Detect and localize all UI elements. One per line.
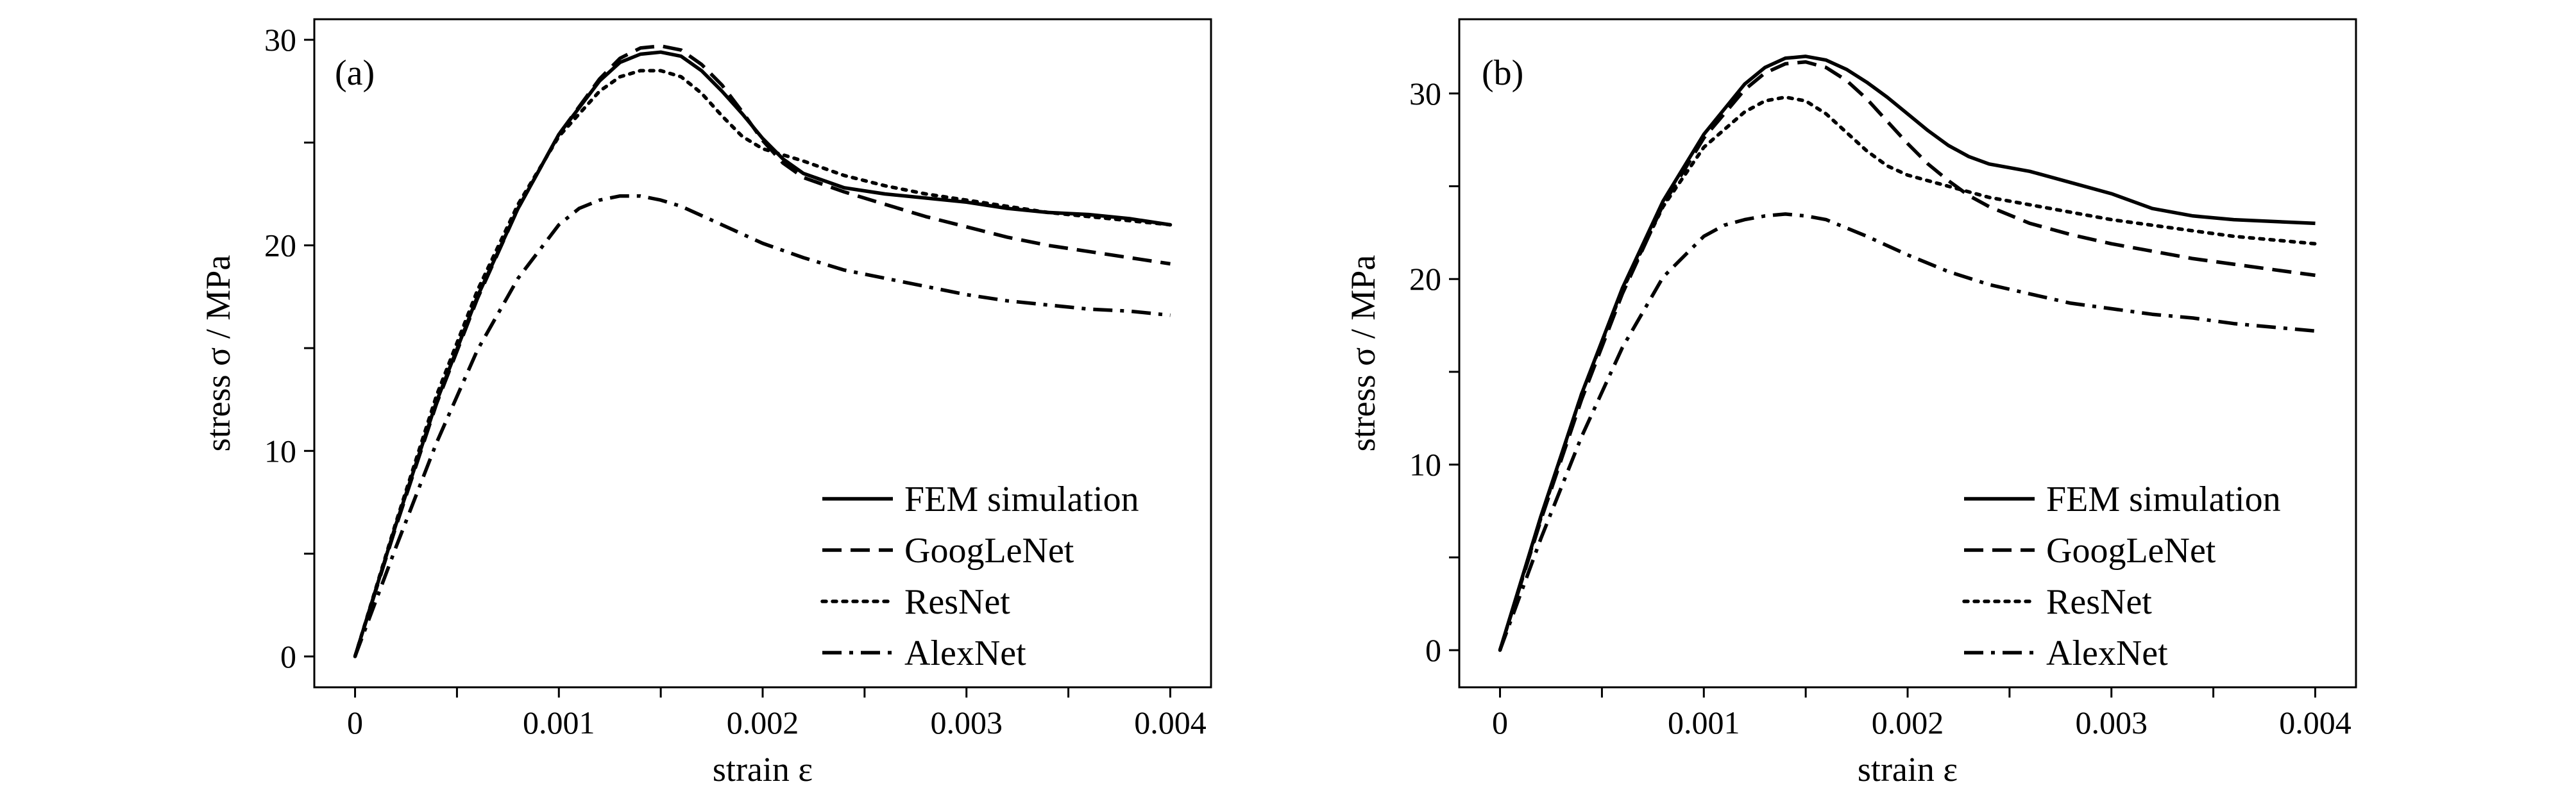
series-line-alexnet [1498,212,2316,651]
y-tick-label: 0 [1425,632,1441,668]
plot-frame [313,18,1212,689]
legend: FEM simulation GoogLeNet ResNet AlexNet [820,480,1139,673]
y-tick-label: 0 [280,639,296,674]
y-tick-label: 10 [1409,447,1441,483]
y-axis-label: stress σ / MPa [1344,255,1382,452]
y-tick-label: 30 [264,22,296,58]
legend-entry: FEM simulation [904,480,1139,519]
legend-entry: GoogLeNet [904,531,1074,571]
y-tick-label: 20 [1409,261,1441,297]
legend-entry: AlexNet [2046,633,2168,673]
x-tick-label: 0.003 [930,705,1003,741]
legend-entry: FEM simulation [2046,480,2281,519]
x-axis-label: strain ε [1858,750,1958,789]
legend-entry: ResNet [2046,582,2152,622]
x-tick-label: 0.004 [2279,705,2351,741]
x-axis-label: strain ε [713,750,813,789]
legend-entry: AlexNet [904,633,1026,673]
y-tick-label: 20 [264,228,296,264]
x-tick-label: 0 [1492,705,1508,741]
legend: FEM simulation GoogLeNet ResNet AlexNet [1962,480,2281,673]
x-tick-label: 0.001 [1668,705,1740,741]
x-tick-label: 0.001 [523,705,595,741]
panel-label: (b) [1482,53,1523,93]
x-tick-label: 0.003 [2075,705,2148,741]
plot-frame [1458,18,2357,689]
legend-entry: GoogLeNet [2046,531,2216,571]
x-tick-label: 0.004 [1134,705,1207,741]
legend-entry: ResNet [904,582,1010,622]
x-tick-label: 0 [347,705,363,741]
y-tick-label: 10 [264,433,296,469]
chart-panel-b: 0 0.001 0.002 0.003 0.004 0 10 20 30 strain ε stre… [1344,18,2357,789]
series-line-fem-simulation [1498,54,2316,651]
series-line-alexnet [353,194,1171,657]
series-line-resnet [1498,95,2318,652]
y-tick-label: 30 [1409,76,1441,112]
y-axis-label: stress σ / MPa [199,255,237,452]
panel-label: (a) [335,53,375,93]
chart-panel-a: 0 0.001 0.002 0.003 0.004 0 10 20 30 strain ε stre… [199,18,1212,789]
series-line-resnet [353,69,1173,658]
x-tick-label: 0.002 [727,705,799,741]
series-line-googlenet [1498,60,2316,651]
x-tick-label: 0.002 [1872,705,1944,741]
